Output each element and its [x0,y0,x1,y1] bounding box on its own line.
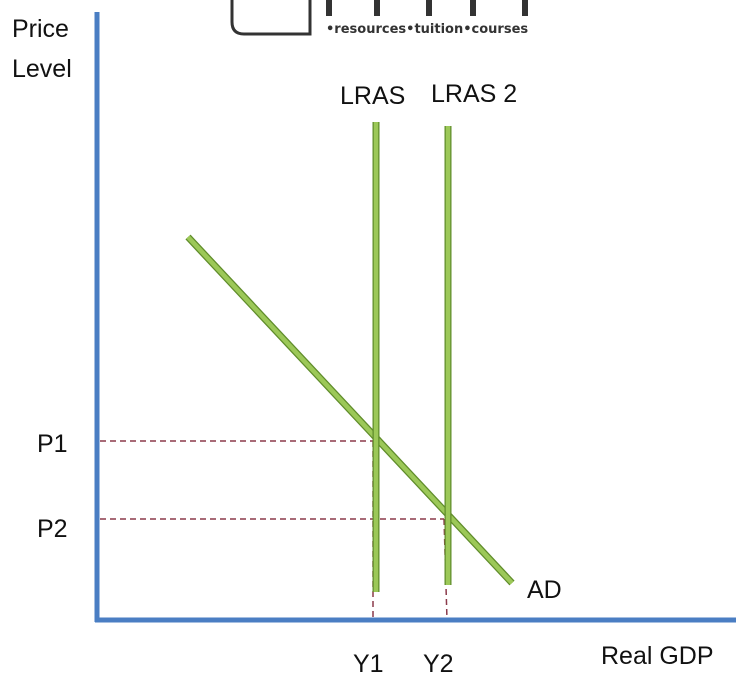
logo-tagline: •resources•tuition•courses [326,22,528,37]
logo-letter-bar-4 [470,0,476,16]
logo-letter-bar-1 [326,0,332,16]
p1-label: P1 [37,430,68,458]
lras2-label: LRAS 2 [431,80,517,108]
logo: •resources•tuition•courses [230,0,528,37]
curves [185,122,515,592]
ad-curve-fill [186,235,514,585]
logo-letter-bar-3 [426,0,432,16]
y2-label: Y2 [423,650,454,677]
logo-letter-bar-5 [522,0,528,16]
y-axis-label-line2: Level [12,55,72,83]
axes [94,12,736,623]
logo-letter-bar-2 [374,0,380,16]
lras1-label: LRAS [340,82,405,110]
logo-box-icon [230,0,312,36]
p2-label: P2 [37,515,68,543]
ad-label: AD [527,576,562,604]
y-axis-label-line1: Price [12,15,69,43]
guide-lines [100,440,448,621]
y1-label: Y1 [353,650,384,677]
x-axis-label: Real GDP [601,642,714,670]
